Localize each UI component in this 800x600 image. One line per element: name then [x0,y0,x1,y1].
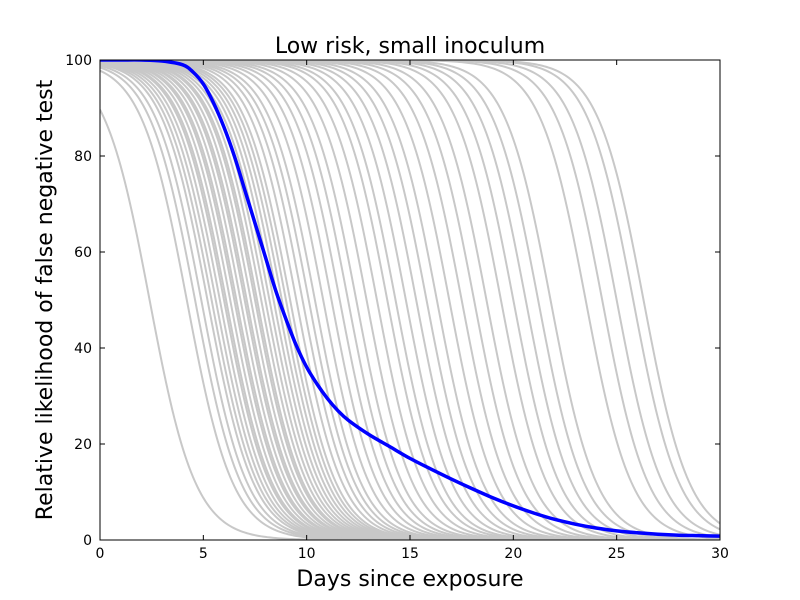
x-tick-label: 20 [504,546,522,562]
simulation-line-45 [100,60,720,540]
x-tick-label: 5 [199,546,208,562]
y-tick-label: 100 [65,53,92,69]
x-tick-label: 25 [608,546,626,562]
y-tick-label: 60 [74,245,92,261]
chart-title: Low risk, small inoculum [275,34,545,59]
x-tick-label: 0 [96,546,105,562]
y-axis-ticks: 0 20 40 60 80 100 [65,53,720,549]
y-tick-label: 20 [74,437,92,453]
mean-line [100,60,720,538]
x-axis-ticks: 0 5 10 15 20 25 30 [96,60,729,562]
simulation-line-50 [100,60,720,540]
y-tick-label: 80 [74,149,92,165]
y-tick-label: 40 [74,341,92,357]
simulation-lines [100,60,720,540]
y-axis-label: Relative likelihood of false negative te… [33,79,58,520]
x-axis-label: Days since exposure [296,567,523,592]
x-tick-label: 10 [298,546,316,562]
y-tick-label: 0 [83,533,92,549]
x-tick-label: 15 [401,546,419,562]
mean-line-group [100,60,720,538]
x-tick-label: 30 [711,546,729,562]
